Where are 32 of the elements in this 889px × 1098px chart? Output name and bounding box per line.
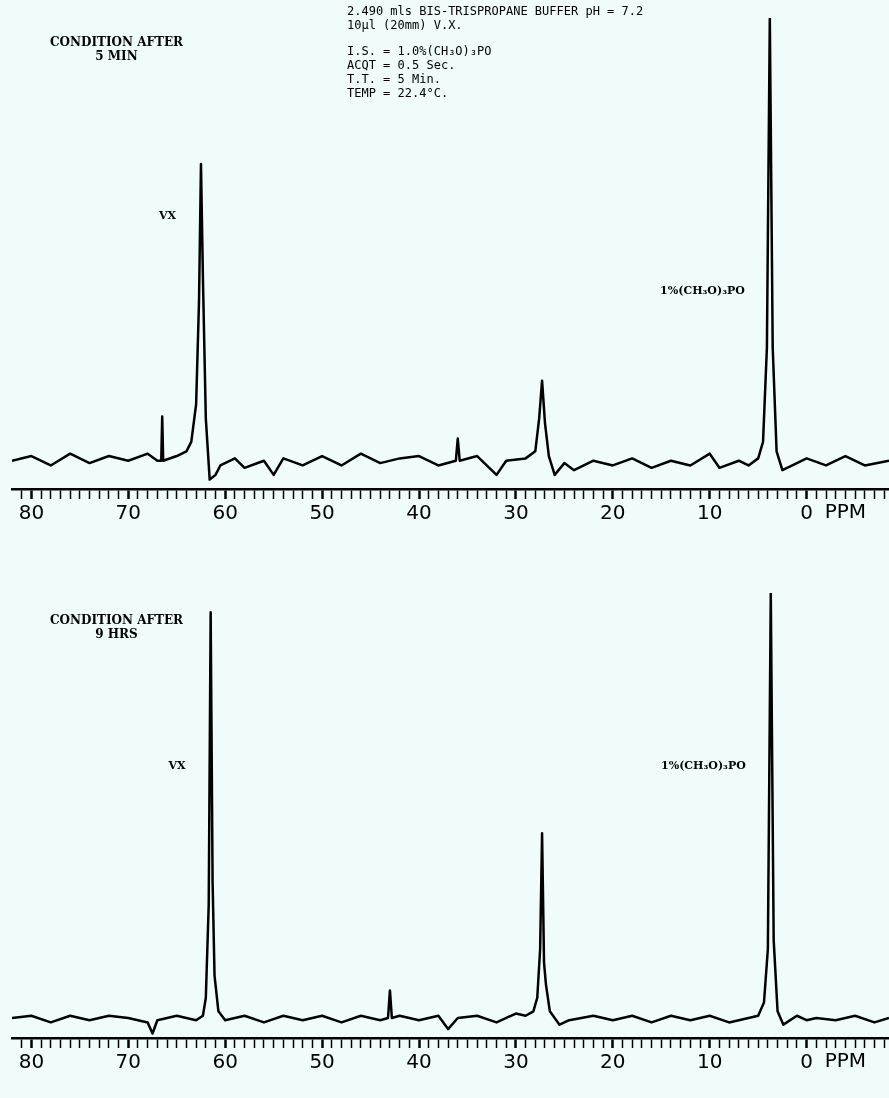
x-tick-label: 0 [800, 500, 813, 525]
x-tick-label: 20 [600, 500, 626, 525]
annotation: VX [157, 208, 177, 222]
x-tick-label: 40 [406, 1049, 432, 1074]
x-tick-label: 80 [18, 1049, 45, 1074]
x-tick-label: 60 [212, 1049, 238, 1074]
x-axis-title: PPM [824, 1048, 867, 1073]
x-axis-title: PPM [824, 499, 867, 524]
annotation: 10µl (20mm) V.X. [347, 18, 464, 32]
annotation: 1%(CH₃O)₃PO [661, 759, 747, 773]
x-tick-label: 70 [115, 500, 142, 525]
annotation: 1%(CH₃O)₃PO [660, 284, 746, 298]
x-tick-label: 30 [503, 500, 529, 525]
x-tick-label: 10 [697, 500, 723, 525]
x-tick-label: 50 [309, 1049, 335, 1074]
x-tick-label: 80 [18, 500, 45, 525]
x-tick-label: 20 [600, 1049, 626, 1074]
x-tick-label: 10 [697, 1049, 723, 1074]
x-tick-label: 60 [212, 500, 238, 525]
x-tick-label: 50 [309, 500, 335, 525]
annotation: 2.490 mls BIS-TRISPROPANE BUFFER pH = 7.2 [347, 4, 644, 18]
x-tick-label: 0 [800, 1049, 813, 1074]
x-tick-label: 40 [406, 500, 432, 525]
annotation: VX [167, 759, 187, 773]
text: CONDITION AFTER 5 MIN [50, 35, 184, 63]
x-tick-label: 70 [115, 1049, 142, 1074]
annotation: T.T. = 5 Min. [347, 72, 442, 86]
annotation: I.S. = 1.0%(CH₃O)₃PO [347, 44, 493, 58]
annotation: ACQT = 0.5 Sec. [347, 58, 457, 72]
text: CONDITION AFTER 9 HRS [50, 613, 184, 641]
annotation: TEMP = 22.4°C. [347, 86, 450, 100]
x-tick-label: 30 [503, 1049, 529, 1074]
